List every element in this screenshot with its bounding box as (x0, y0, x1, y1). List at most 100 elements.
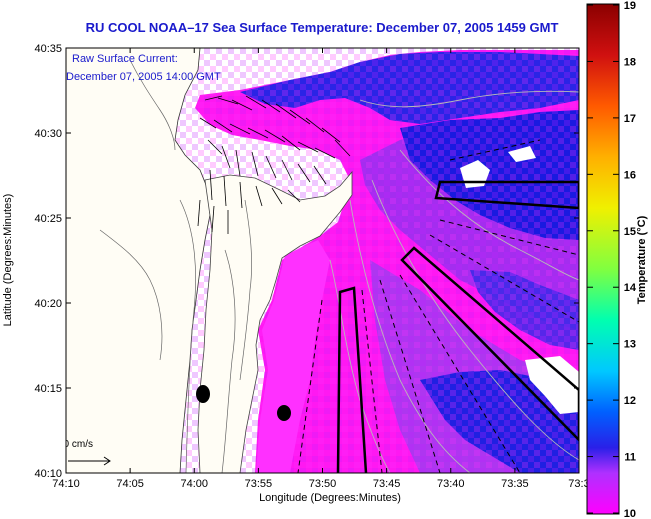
sector-box-east (434, 180, 579, 210)
y-tick-label: 40:10 (34, 468, 62, 480)
site-marker-2 (277, 405, 291, 421)
y-tick-label: 40:15 (34, 383, 62, 395)
current-vector (297, 163, 311, 183)
x-axis: 74:10 74:05 74:00 73:55 73:50 73:45 73:40 73:35… (52, 48, 590, 490)
x-tick-label: 73:50 (309, 478, 337, 490)
current-vector (281, 159, 293, 181)
current-vector (213, 119, 233, 133)
land-peninsula (197, 170, 353, 473)
x-tick-label: 73:35 (501, 478, 529, 490)
land-mass (66, 48, 211, 473)
colorbar-tick-label: 13 (624, 339, 636, 351)
coast-line (221, 249, 236, 473)
x-tick-label: 73:3 (568, 478, 589, 490)
current-vector (271, 187, 283, 205)
coastline-detail (99, 59, 252, 473)
current-vector (297, 141, 319, 153)
current-vector (207, 139, 223, 155)
cloud-patch-2 (508, 146, 536, 162)
colorbar-ticks: 19 18 17 16 15 14 13 12 11 10 (587, 0, 637, 519)
coast-line (179, 199, 196, 473)
contour-line (371, 179, 579, 461)
colorbar-tick-label: 17 (624, 113, 636, 125)
x-tick-label: 74:10 (52, 478, 80, 490)
current-vector (245, 95, 267, 109)
current-vector (289, 109, 311, 125)
sector-box-south (336, 286, 368, 473)
legend-line-1: Raw Surface Current: (72, 53, 178, 65)
current-vector (314, 147, 336, 159)
radar-line (379, 279, 441, 473)
contour-line (359, 90, 579, 108)
current-vector (334, 139, 351, 157)
current-vector (287, 189, 301, 203)
sector-box-diagonal (400, 246, 579, 442)
coast-line (99, 229, 163, 361)
current-vector (261, 99, 281, 113)
colorbar-tick-label: 15 (624, 226, 636, 238)
current-vector (209, 169, 213, 201)
radar-sector-lines (297, 139, 579, 473)
legend-line-2: December 07, 2005 14:00 GMT (66, 71, 221, 83)
current-vector (265, 155, 277, 179)
y-tick-label: 40:25 (34, 213, 62, 225)
current-vector (305, 117, 325, 133)
sst-coastal-pink (256, 240, 330, 473)
radar-line (399, 274, 521, 473)
current-vector (199, 117, 217, 129)
radar-line (297, 299, 323, 473)
current-vector (229, 123, 251, 135)
colorbar-tick-label: 18 (624, 56, 636, 68)
current-vector (251, 151, 259, 177)
radar-line (361, 289, 383, 473)
radar-line (449, 139, 541, 161)
current-vector (204, 95, 223, 101)
site-marker-1 (196, 385, 210, 403)
colorbar-label: Temperature (°C) (636, 215, 648, 304)
contour-line (349, 199, 471, 473)
current-vector (231, 99, 253, 111)
map-plot-area: Raw Surface Current: December 07, 2005 1… (58, 48, 579, 473)
y-axis: 40:35 40:30 40:25 40:20 40:15 40:10 (34, 43, 579, 480)
map-title: RU COOL NOAA–17 Sea Surface Temperature:… (86, 20, 559, 35)
current-vector (255, 185, 263, 207)
radar-line (439, 219, 579, 256)
scale-arrow (68, 456, 111, 466)
scale-label: 50 cm/s (58, 439, 93, 450)
y-tick-label: 40:20 (34, 298, 62, 310)
x-tick-label: 73:45 (373, 478, 401, 490)
x-tick-label: 73:40 (437, 478, 465, 490)
scale-arrow-head (103, 456, 111, 466)
surface-current-vectors (197, 95, 351, 234)
current-vector (235, 149, 241, 177)
current-vector (313, 165, 327, 185)
colorbar-tick-label: 11 (624, 452, 636, 464)
current-vector (223, 175, 227, 207)
x-axis-label: Longitude (Degrees:Minutes) (259, 492, 401, 504)
current-vector (321, 127, 341, 143)
cloud-patch-3 (525, 356, 579, 414)
contour-line (399, 149, 579, 281)
current-vector (221, 145, 231, 169)
x-tick-label: 73:55 (245, 478, 273, 490)
x-tick-label: 74:05 (116, 478, 144, 490)
current-vector (197, 199, 201, 227)
current-vector (264, 129, 286, 143)
current-vector (239, 181, 243, 209)
x-tick-label: 74:00 (180, 478, 208, 490)
colorbar-tick-label: 19 (624, 0, 636, 12)
current-vector (281, 135, 301, 151)
current-vector (247, 127, 269, 139)
radar-sector-boxes (336, 180, 579, 473)
coast-line (239, 199, 252, 381)
colorbar-tick-label: 14 (624, 282, 637, 294)
bathymetry-contours (329, 90, 579, 473)
current-vector (211, 205, 215, 233)
coast-line (129, 59, 176, 151)
current-vector (217, 97, 239, 105)
radar-line (429, 234, 579, 323)
colorbar-tick-label: 12 (624, 395, 636, 407)
colorbar-tick-label: 10 (624, 508, 636, 519)
current-vector (275, 103, 297, 119)
